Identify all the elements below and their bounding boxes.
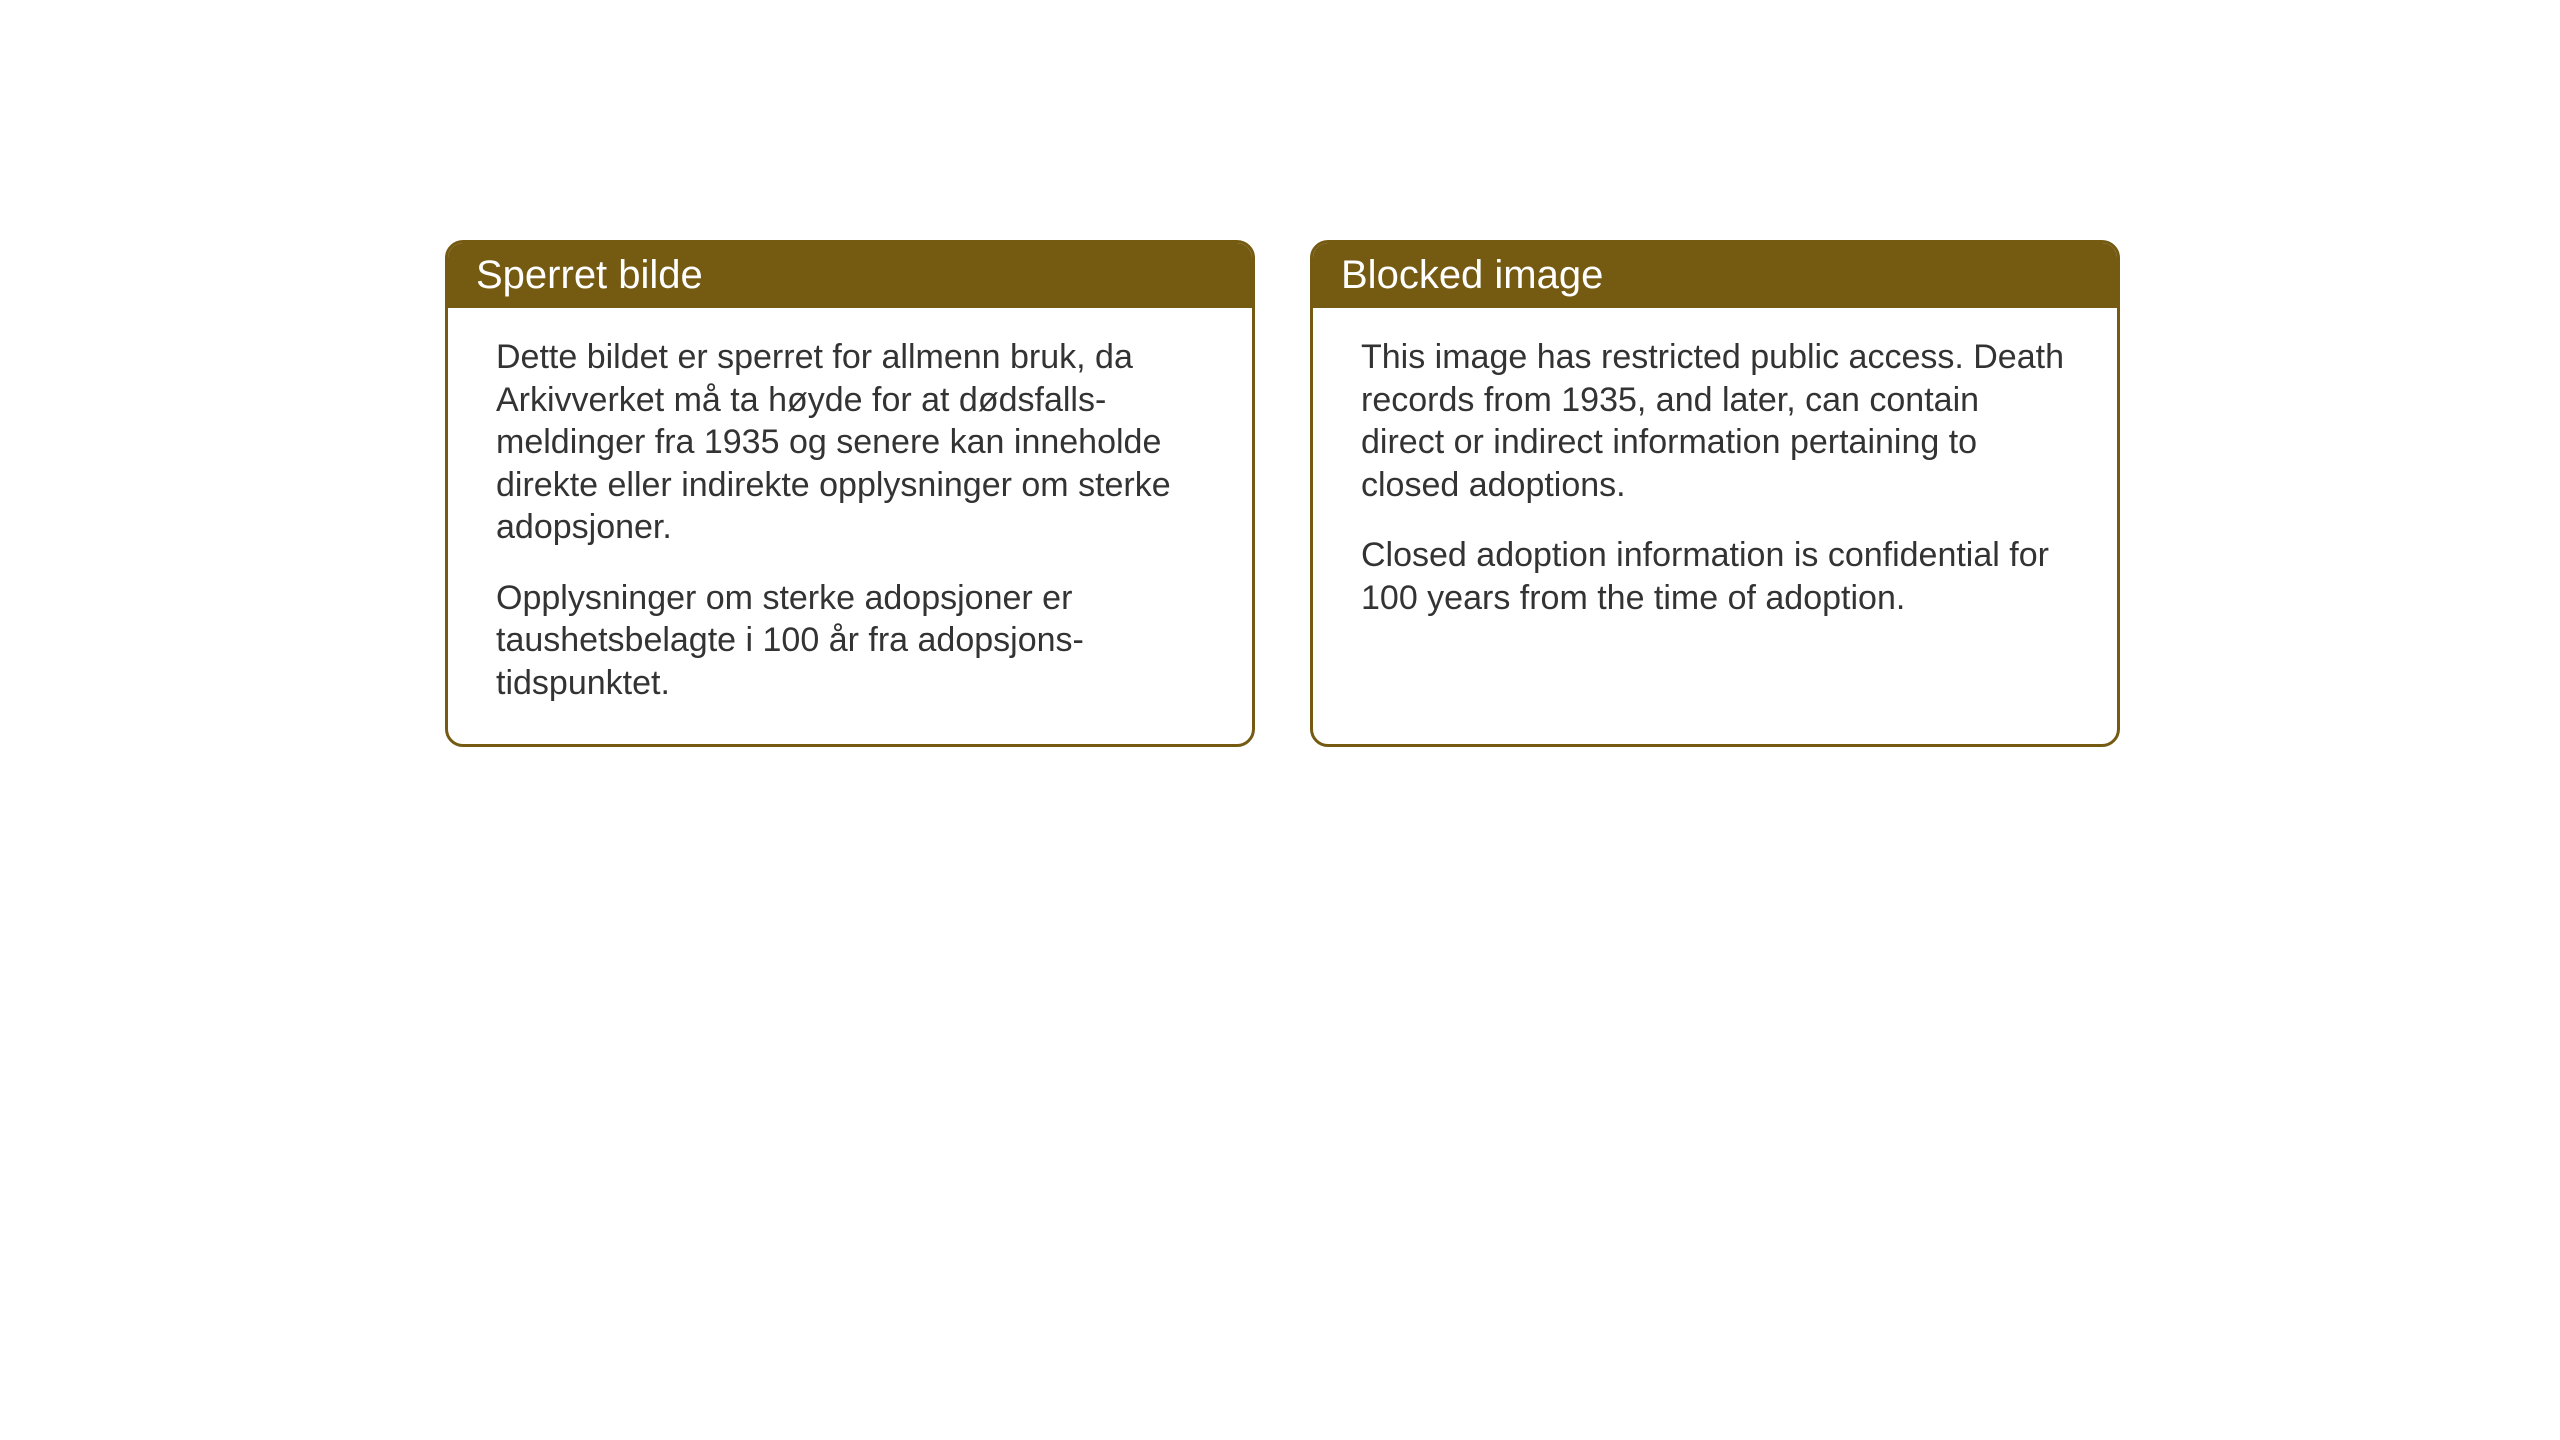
notice-text-paragraph: Dette bildet er sperret for allmenn bruk… xyxy=(496,336,1204,549)
panel-header-norwegian: Sperret bilde xyxy=(448,243,1252,308)
panel-body-english: This image has restricted public access.… xyxy=(1313,308,2117,659)
notice-panel-norwegian: Sperret bilde Dette bildet er sperret fo… xyxy=(445,240,1255,747)
notice-text-paragraph: This image has restricted public access.… xyxy=(1361,336,2069,506)
notice-text-paragraph: Closed adoption information is confident… xyxy=(1361,534,2069,619)
panel-header-english: Blocked image xyxy=(1313,243,2117,308)
notice-text-paragraph: Opplysninger om sterke adopsjoner er tau… xyxy=(496,577,1204,705)
panel-body-norwegian: Dette bildet er sperret for allmenn bruk… xyxy=(448,308,1252,744)
notice-panel-english: Blocked image This image has restricted … xyxy=(1310,240,2120,747)
notice-container: Sperret bilde Dette bildet er sperret fo… xyxy=(445,240,2120,747)
